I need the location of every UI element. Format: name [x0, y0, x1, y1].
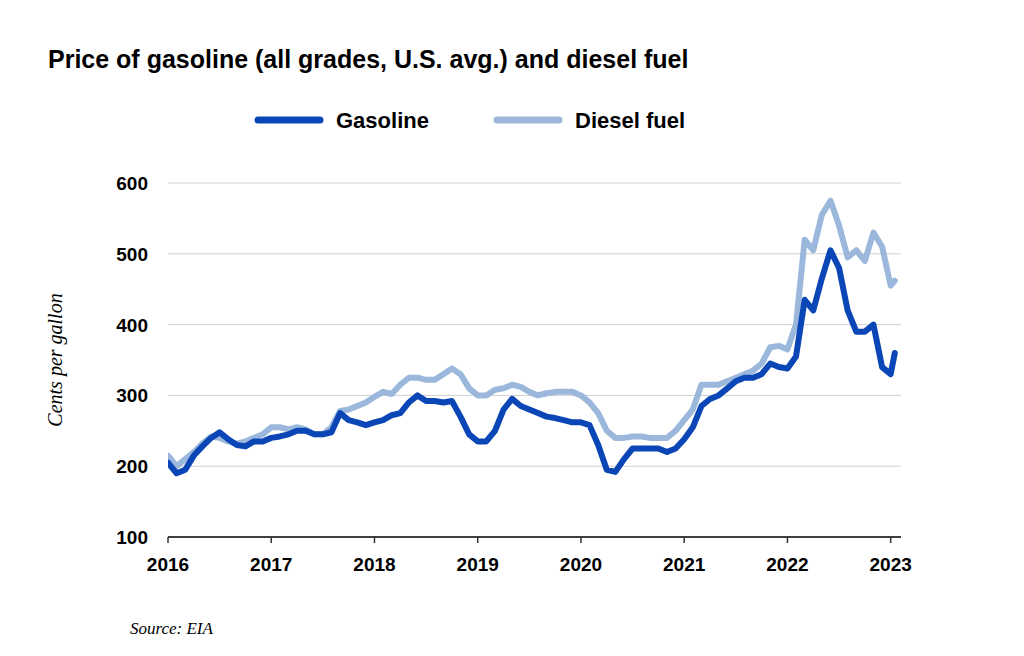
series-line [168, 250, 895, 473]
axis-line [168, 536, 901, 538]
x-tick [374, 537, 376, 543]
x-tick-label: 2020 [560, 554, 602, 575]
title: Price of gasoline (all grades, U.S. avg.… [48, 45, 688, 73]
grid-line [168, 324, 901, 325]
series-line [168, 201, 895, 467]
legend-label: Gasoline [336, 108, 429, 133]
lines [168, 201, 895, 474]
legend-label: Diesel fuel [575, 108, 685, 133]
y-tick-label: 400 [116, 315, 148, 336]
y-tick-label: 600 [116, 173, 148, 194]
y-tick-label: 200 [116, 456, 148, 477]
source: Source: EIA [130, 619, 214, 638]
x-tick-label: 2017 [250, 554, 292, 575]
x-tick [580, 537, 582, 543]
x-tick [270, 537, 272, 543]
x-tick [787, 537, 789, 543]
y-tick-label: 500 [116, 244, 148, 265]
x-tick [890, 537, 892, 543]
y-axis-label: Cents per gallon [44, 293, 67, 426]
chart: Price of gasoline (all grades, U.S. avg.… [0, 0, 1024, 656]
x-tick-label: 2018 [353, 554, 395, 575]
x-tick [167, 537, 169, 543]
x-tick-label: 2016 [147, 554, 189, 575]
legend-swatch [258, 117, 320, 124]
x-tick [477, 537, 479, 543]
x-tick-label: 2021 [663, 554, 706, 575]
grid-line [168, 183, 901, 184]
y-tick-label: 100 [116, 527, 148, 548]
legend-swatch [497, 117, 559, 124]
x-tick-label: 2022 [766, 554, 808, 575]
x-tick-label: 2023 [870, 554, 912, 575]
x-tick-label: 2019 [457, 554, 499, 575]
grid-line [168, 466, 901, 467]
grid-line [168, 253, 901, 254]
x-axis-line [168, 536, 901, 538]
x-tick [683, 537, 685, 543]
y-tick-label: 300 [116, 385, 148, 406]
